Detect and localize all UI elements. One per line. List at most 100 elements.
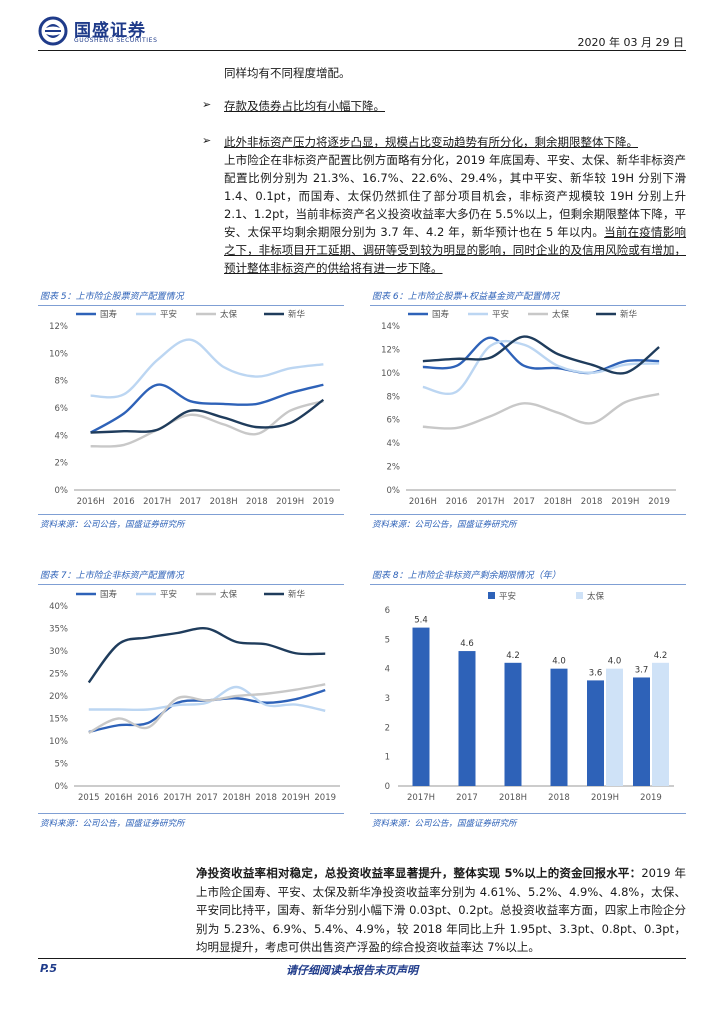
company-logo: 国盛证券 GUOSHENG SECURITIES xyxy=(38,14,168,50)
bar-平安 xyxy=(412,627,430,786)
chart-stock-fund-allocation: 0% 2% 4% 6% 8% 10% 12% 14% 2016H 2016 2017H 2017 201… xyxy=(381,309,676,507)
x-tick-label: 2017H xyxy=(143,497,171,507)
x-tick-label: 2018 xyxy=(548,793,570,803)
x-tick-label: 2018 xyxy=(255,793,277,803)
legend-label: 平安 xyxy=(499,591,516,602)
bar-value-label: 4.2 xyxy=(506,651,520,661)
x-tick-label: 2016H xyxy=(104,793,132,803)
y-tick-label: 0% xyxy=(55,486,69,496)
series-line-平安 xyxy=(88,685,326,713)
legend-label: 太保 xyxy=(220,589,238,600)
y-tick-label: 5% xyxy=(55,760,69,770)
chart-stock-allocation: 0% 2% 4% 6% 8% 10% 12% 2016H 2016 2017H 2017 2018H 2… xyxy=(49,309,340,507)
x-tick-label: 2016 xyxy=(446,497,468,507)
legend-label: 平安 xyxy=(160,309,177,320)
y-tick-label: 12% xyxy=(381,345,400,355)
y-tick-label: 40% xyxy=(49,602,68,612)
x-tick-label: 2016 xyxy=(137,793,159,803)
series-line-国寿 xyxy=(88,689,326,734)
figure-5-rule xyxy=(38,305,344,306)
x-tick-label: 2017H xyxy=(407,793,435,803)
x-tick-label: 2017H xyxy=(476,497,504,507)
figure-8-bottom-rule xyxy=(370,813,686,814)
logo-mark-icon xyxy=(38,16,68,46)
figure-6-title: 图表 6：上市险企股票+权益基金资产配置情况 xyxy=(372,292,560,302)
y-tick-label: 0% xyxy=(387,486,401,496)
header-divider xyxy=(38,50,686,51)
legend-label: 新华 xyxy=(620,309,638,320)
bar-value-label: 4.2 xyxy=(654,651,668,661)
x-tick-label: 2016H xyxy=(409,497,437,507)
paragraph-nonstandard-tail: 当前在疫情影响之下，非标项目开工延期、调研等受到较为明显的影响，同时企业的及信用… xyxy=(224,225,687,275)
x-tick-label: 2019H xyxy=(276,497,304,507)
y-tick-label: 2% xyxy=(55,459,69,469)
x-tick-label: 2016 xyxy=(113,497,135,507)
figure-6-source: 资料来源：公司公告，国盛证券研究所 xyxy=(372,520,517,530)
paragraph-intro: 同样均有不同程度增配。 xyxy=(224,66,351,80)
figure-7-rule xyxy=(38,584,344,585)
y-tick-label: 6% xyxy=(387,416,401,426)
paragraph-nonstandard: 上市险企在非标资产配置比例方面略有分化，2019 年底国寿、平安、太保、新华非标… xyxy=(224,151,686,277)
x-tick-label: 2018 xyxy=(581,497,603,507)
x-tick-label: 2019H xyxy=(282,793,310,803)
y-tick-label: 14% xyxy=(381,322,400,332)
y-tick-label: 10% xyxy=(49,737,68,747)
x-tick-label: 2019H xyxy=(611,497,639,507)
bar-value-label: 4.0 xyxy=(552,657,566,667)
bar-value-label: 4.6 xyxy=(460,639,474,649)
paragraph-nonstandard-body: 上市险企在非标资产配置比例方面略有分化，2019 年底国寿、平安、太保、新华非标… xyxy=(224,153,686,239)
x-tick-label: 2016H xyxy=(77,497,105,507)
bar-太保 xyxy=(652,662,669,786)
bar-value-label: 4.0 xyxy=(608,657,622,667)
legend-swatch xyxy=(576,592,583,599)
y-tick-label: 8% xyxy=(387,392,401,402)
footer-disclaimer: 请仔细阅读本报告末页声明 xyxy=(286,964,418,977)
bar-value-label: 3.6 xyxy=(589,668,603,678)
chart-nonstandard-allocation: 0% 5% 10% 15% 20% 25% 30% 35% 40% 2015 2016H 2016 20… xyxy=(49,589,340,803)
x-tick-label: 2017 xyxy=(456,793,478,803)
figure-7-bottom-rule xyxy=(38,813,344,814)
series-line-新华 xyxy=(422,335,660,375)
legend-label: 平安 xyxy=(492,309,509,320)
legend-label: 国寿 xyxy=(432,309,450,320)
x-tick-label: 2017H xyxy=(163,793,191,803)
figure-6-bottom-rule xyxy=(370,514,686,515)
legend-label: 新华 xyxy=(288,589,306,600)
x-tick-label: 2018H xyxy=(223,793,251,803)
y-tick-label: 10% xyxy=(49,349,68,359)
y-tick-label: 20% xyxy=(49,692,68,702)
x-tick-label: 2017 xyxy=(180,497,202,507)
figure-5-title: 图表 5：上市险企股票资产配置情况 xyxy=(40,292,184,302)
bar-平安 xyxy=(587,680,604,786)
y-tick-label: 2 xyxy=(385,723,390,733)
series-line-国寿 xyxy=(422,336,660,375)
x-tick-label: 2019 xyxy=(313,497,335,507)
figure-8-title: 图表 8：上市险企非标资产剩余期限情况（年） xyxy=(372,571,561,581)
report-date: 2020 年 03 月 29 日 xyxy=(577,36,684,49)
chart-nonstandard-maturity: 0 1 2 3 4 5 6 2017H 2017 2018H 2018 2019H 2019 平安 太保 5.… xyxy=(385,591,674,803)
x-tick-label: 2019 xyxy=(648,497,670,507)
x-tick-label: 2019H xyxy=(591,793,619,803)
figure-8-source: 资料来源：公司公告，国盛证券研究所 xyxy=(372,819,517,829)
x-tick-label: 2019 xyxy=(640,793,662,803)
bar-value-label: 5.4 xyxy=(414,616,428,626)
y-tick-label: 12% xyxy=(49,322,68,332)
y-tick-label: 3 xyxy=(385,694,390,704)
y-tick-label: 25% xyxy=(49,670,68,680)
series-line-太保 xyxy=(422,392,660,430)
y-tick-label: 4 xyxy=(385,665,390,675)
paragraph-yield-body: 2019 年上市险企国寿、平安、太保及新华净投资收益率分别为 4.61%、5.2… xyxy=(196,866,686,954)
x-tick-label: 2018H xyxy=(544,497,572,507)
y-tick-label: 35% xyxy=(49,625,68,635)
series-line-太保 xyxy=(90,400,324,448)
paragraph-investment-yield: 净投资收益率相对稳定，总投资收益率显著提升，整体实现 5%以上的资金回报水平：2… xyxy=(196,864,686,957)
legend-swatch xyxy=(488,592,495,599)
bullet-arrow-icon: ➢ xyxy=(202,98,212,111)
bullet-arrow-icon: ➢ xyxy=(202,134,212,147)
bar-平安 xyxy=(550,668,568,786)
series-line-新华 xyxy=(90,398,325,434)
y-tick-label: 15% xyxy=(49,715,68,725)
y-tick-label: 30% xyxy=(49,647,68,657)
y-tick-label: 4% xyxy=(55,431,69,441)
x-tick-label: 2018H xyxy=(210,497,238,507)
